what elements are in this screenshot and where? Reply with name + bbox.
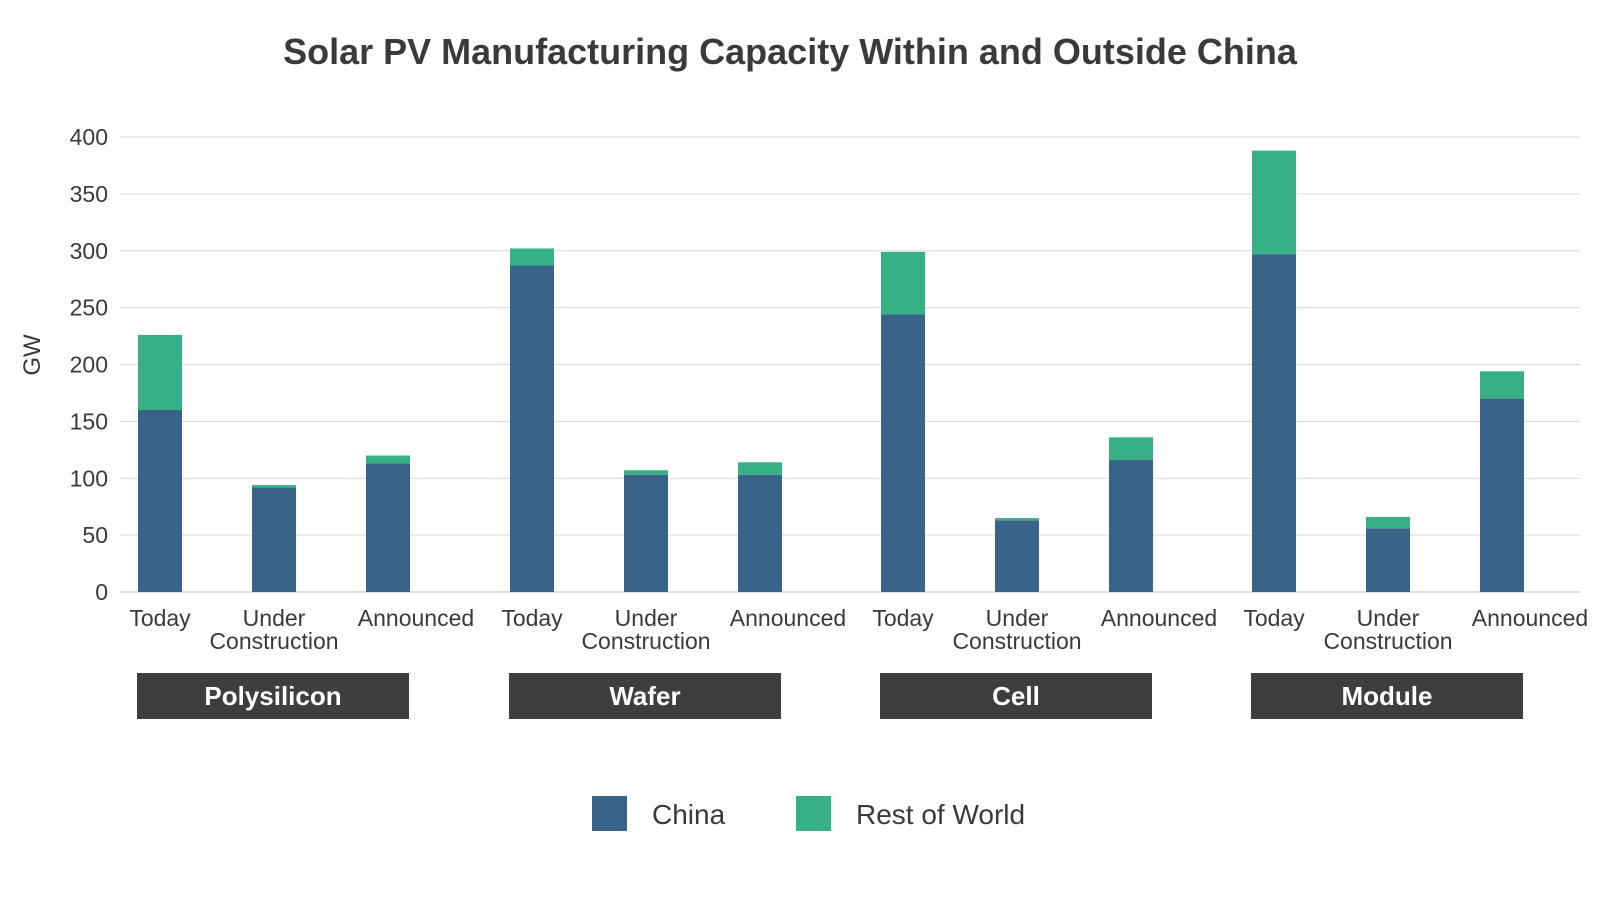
legend: China Rest of World (592, 796, 1025, 831)
y-tick-label-50: 50 (82, 522, 108, 548)
category-label-wafer-2: Under Construction (581, 605, 710, 654)
y-tick-label-300: 300 (70, 238, 108, 264)
group-labels: Polysilicon Wafer Cell Module (137, 673, 1523, 719)
y-tick-label-0: 0 (95, 579, 108, 605)
category-label-cell-2: Under Construction (952, 605, 1081, 654)
legend-swatch-rest-of-world (796, 796, 831, 831)
bar-module-3-china (1480, 398, 1524, 592)
bar-wafer-2-rest-of-world (624, 470, 668, 475)
y-axis-ticks: 0 50 100 150 200 250 300 350 400 (70, 124, 108, 605)
bar-module-3-rest-of-world (1480, 371, 1524, 399)
bar-cell-2-rest-of-world (995, 518, 1039, 521)
category-label-wafer-3: Announced (730, 605, 846, 631)
bar-polysilicon-1-china (138, 410, 182, 592)
bar-wafer-3-china (738, 474, 782, 592)
category-label-polysilicon-2: Under Construction (209, 605, 338, 654)
category-labels: Today Under Construction Announced Today Unde… (129, 605, 1588, 654)
category-label-module-2: Under Construction (1323, 605, 1452, 654)
bar-cell-3-china (1109, 460, 1153, 592)
category-label-cell-1: Today (872, 605, 934, 631)
y-tick-label-400: 400 (70, 124, 108, 150)
y-tick-label-250: 250 (70, 295, 108, 321)
group-label-wafer: Wafer (609, 681, 680, 711)
y-tick-label-100: 100 (70, 465, 108, 491)
bar-wafer-3-rest-of-world (738, 462, 782, 475)
bar-wafer-2-china (624, 474, 668, 592)
bar-cell-3-rest-of-world (1109, 437, 1153, 461)
bar-polysilicon-3-china (366, 463, 410, 592)
legend-swatch-china (592, 796, 627, 831)
y-tick-label-200: 200 (70, 352, 108, 378)
group-label-box-wafer (509, 673, 781, 719)
group-label-module: Module (1342, 681, 1433, 711)
y-axis-label: GW (19, 334, 46, 376)
bar-cell-1-china (881, 314, 925, 592)
gridlines (120, 136, 1580, 593)
bar-module-1-china (1252, 254, 1296, 592)
category-label-polysilicon-1: Today (129, 605, 191, 631)
bar-polysilicon-2-china (252, 487, 296, 592)
category-label-module-3: Announced (1472, 605, 1588, 631)
bar-wafer-1-rest-of-world (510, 248, 554, 266)
bar-module-2-china (1366, 528, 1410, 592)
bar-cell-1-rest-of-world (881, 251, 925, 315)
bar-cell-2-china (995, 520, 1039, 592)
bar-polysilicon-2-rest-of-world (252, 485, 296, 488)
group-label-polysilicon: Polysilicon (204, 681, 341, 711)
bar-polysilicon-1-rest-of-world (138, 334, 182, 410)
chart-title: Solar PV Manufacturing Capacity Within a… (283, 31, 1298, 72)
legend-label-rest-of-world: Rest of World (856, 799, 1025, 830)
bar-wafer-1-china (510, 265, 554, 592)
bars (138, 150, 1524, 592)
group-label-box-polysilicon (137, 673, 409, 719)
bar-polysilicon-3-rest-of-world (366, 455, 410, 464)
category-label-module-1: Today (1243, 605, 1305, 631)
group-label-box-module (1251, 673, 1523, 719)
category-label-polysilicon-3: Announced (358, 605, 474, 631)
group-label-box-cell (880, 673, 1152, 719)
y-tick-label-350: 350 (70, 181, 108, 207)
group-label-cell: Cell (992, 681, 1040, 711)
legend-label-china: China (652, 799, 726, 830)
bar-module-1-rest-of-world (1252, 150, 1296, 255)
category-label-cell-3: Announced (1101, 605, 1217, 631)
y-tick-label-150: 150 (70, 408, 108, 434)
bar-module-2-rest-of-world (1366, 516, 1410, 529)
category-label-wafer-1: Today (501, 605, 563, 631)
